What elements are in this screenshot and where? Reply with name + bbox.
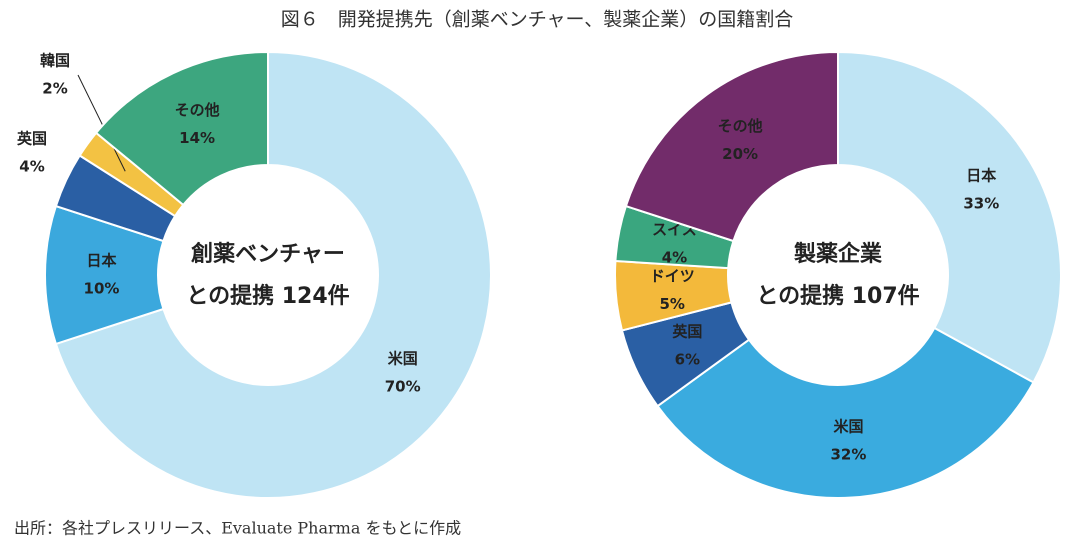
donut-segment [624,50,839,243]
segment-value-label: 6% [675,350,700,368]
center-text: との提携 124件 [186,283,349,309]
segment-label: 日本 [966,167,996,185]
segment-value-label: 5% [660,295,685,313]
segment-label: ドイツ [650,267,695,285]
donut-segment [94,50,269,207]
segment-value-label: 70% [385,377,421,395]
segment-label: その他 [718,117,763,135]
donut-segment [54,50,492,499]
center-text: 製薬企業 [793,241,883,267]
segment-label: 英国 [17,130,47,148]
segment-label: 英国 [672,322,702,340]
figure-title: 図６ 開発提携先（創薬ベンチャー、製薬企業）の国籍割合 [281,9,794,31]
segment-label: 韓国 [40,52,70,70]
center-text: との提携 107件 [756,283,919,309]
segment-value-label: 10% [84,280,120,298]
donut-segment [837,50,1062,384]
segment-value-label: 20% [722,145,758,163]
center-text: 創薬ベンチャー [191,242,345,267]
segment-value-label: 33% [963,195,999,213]
segment-value-label: 4% [19,158,44,176]
segment-value-label: 14% [179,129,215,147]
segment-label: 米国 [833,418,863,436]
segment-value-label: 4% [662,248,687,266]
segment-label: 日本 [86,252,116,270]
segment-label: 米国 [388,349,418,367]
leader-line [77,74,126,172]
segment-label: その他 [175,101,220,119]
donut-segment [656,326,1035,499]
segment-value-label: 2% [42,80,67,98]
segment-value-label: 32% [831,446,867,464]
source-note: 出所：各社プレスリリース、Evaluate Pharma をもとに作成 [14,519,461,538]
